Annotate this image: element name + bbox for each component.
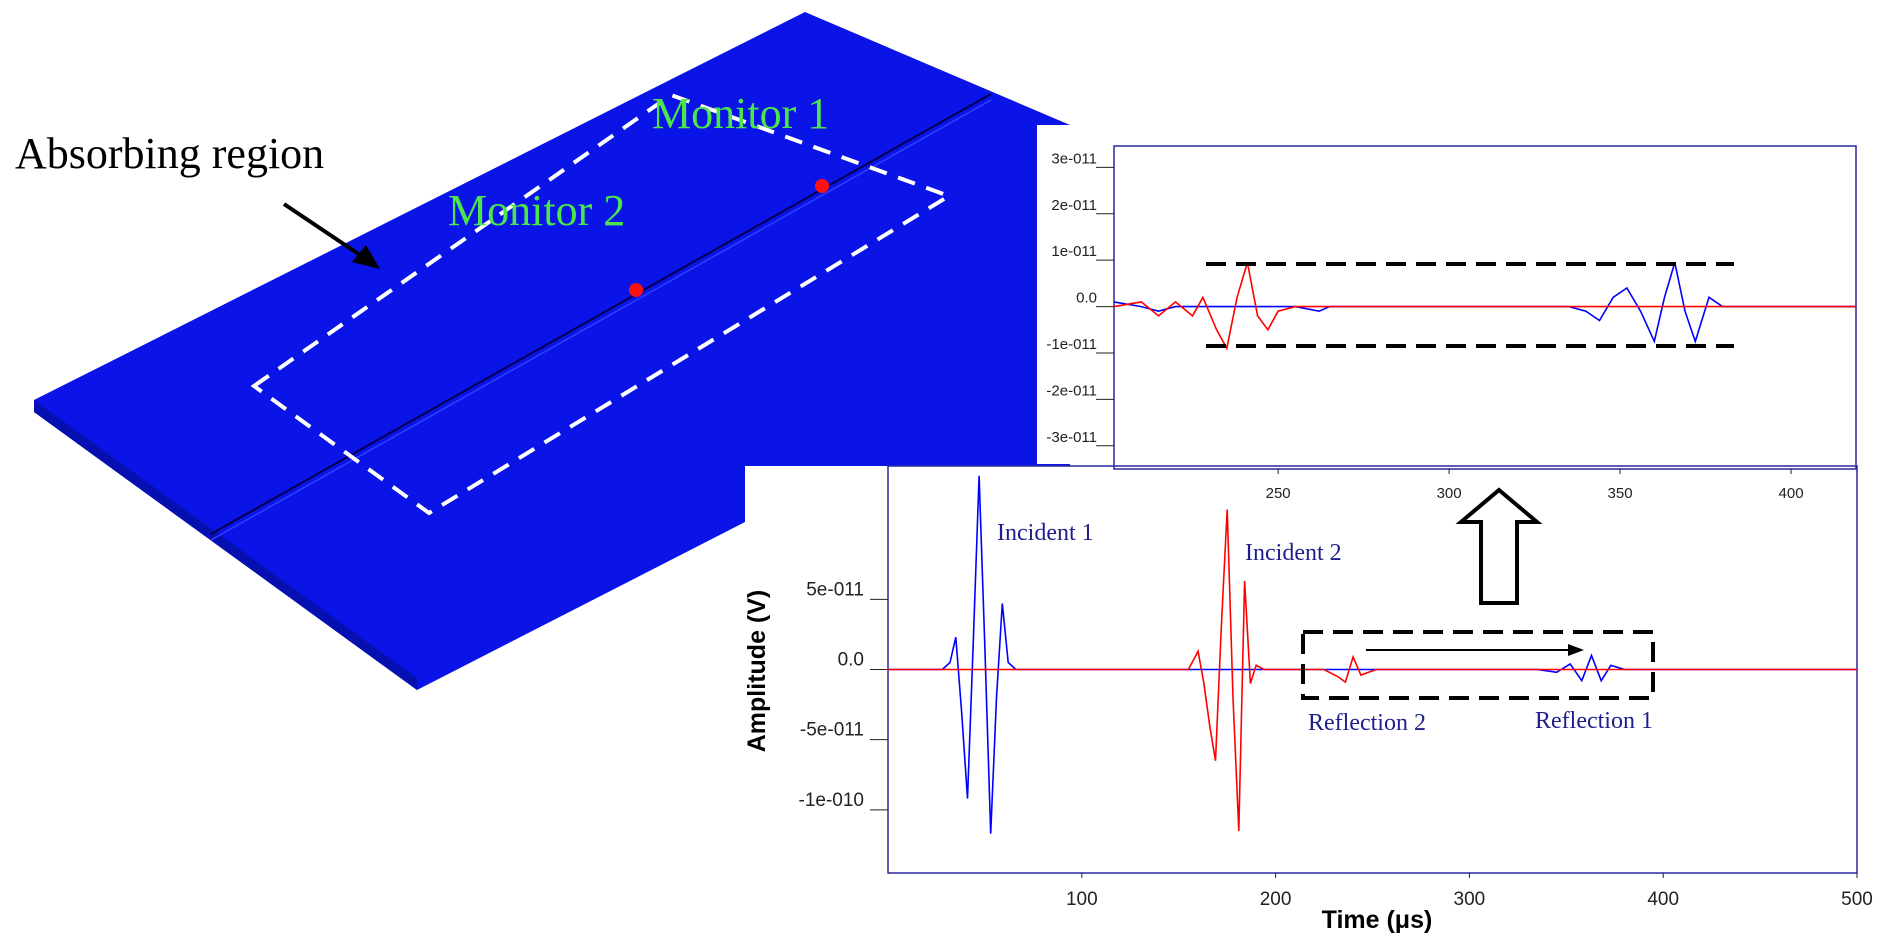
plate-edge <box>34 400 417 690</box>
y-tick-label: 5e-011 <box>806 579 864 600</box>
series-line <box>888 509 1857 831</box>
y-tick-label: -1e-010 <box>799 790 865 811</box>
x-axis-label: Time (μs) <box>1322 906 1433 934</box>
x-tick-label: 300 <box>1454 889 1486 910</box>
y-axis-label: Amplitude (V) <box>743 590 771 753</box>
absorbing-region-box <box>250 92 954 516</box>
zoom-arrow <box>1455 487 1543 605</box>
y-tick-label: -2e-011 <box>1046 382 1097 399</box>
annotation: Incident 1 <box>997 520 1094 546</box>
y-tick-label: 1e-011 <box>1051 243 1097 260</box>
groove <box>210 93 992 535</box>
x-tick-label: 250 <box>1266 485 1291 502</box>
plate-illustration: Absorbing region Monitor 1 Monitor 2 <box>15 12 1070 690</box>
dashed-box <box>1301 630 1655 700</box>
x-tick-label: 300 <box>1437 485 1462 502</box>
shift-arrow-head <box>1568 644 1584 656</box>
pointer-arrow-head <box>352 245 380 269</box>
x-tick-label: 500 <box>1841 889 1873 910</box>
label: Absorbing region <box>15 129 324 178</box>
plate <box>34 12 1070 690</box>
y-tick-label: -1e-011 <box>1046 336 1097 353</box>
x-tick-label: 200 <box>1260 889 1292 910</box>
y-tick-label: 3e-011 <box>1051 150 1097 167</box>
y-tick-label: 0.0 <box>1076 290 1097 307</box>
x-tick-label: 400 <box>1647 889 1679 910</box>
label: Monitor 2 <box>448 186 625 235</box>
pointer-arrow <box>282 202 368 261</box>
annotation: Incident 2 <box>1245 540 1342 566</box>
annotation: Reflection 1 <box>1535 708 1653 734</box>
series-line <box>1113 262 1856 351</box>
x-tick-label: 400 <box>1779 485 1804 502</box>
overlay <box>1206 262 1734 700</box>
annotation: Reflection 2 <box>1308 710 1426 736</box>
label: Monitor 1 <box>652 89 829 138</box>
chart-background <box>745 466 1895 950</box>
plot-frame <box>1113 145 1857 470</box>
groove-edge <box>210 99 992 541</box>
x-tick-label: 100 <box>1066 889 1098 910</box>
y-tick-label: -5e-011 <box>800 720 864 741</box>
monitor-2-point <box>629 283 643 297</box>
series-line <box>888 475 1857 834</box>
y-tick-label: 0.0 <box>838 650 864 671</box>
monitor-1-point <box>815 179 829 193</box>
inset-chart: -3e-011 -2e-011 -1e-011 0.0 1e-011 2e-011 3e-0… <box>1037 125 1867 502</box>
main-chart: -1e-010 -5e-011 0.0 5e-011 100 200 300 400 500 Ti… <box>743 465 1895 950</box>
y-tick-label: 2e-011 <box>1051 197 1097 214</box>
y-tick-label: -3e-011 <box>1046 429 1097 446</box>
chart-background <box>1037 125 1867 464</box>
x-tick-label: 350 <box>1608 485 1633 502</box>
